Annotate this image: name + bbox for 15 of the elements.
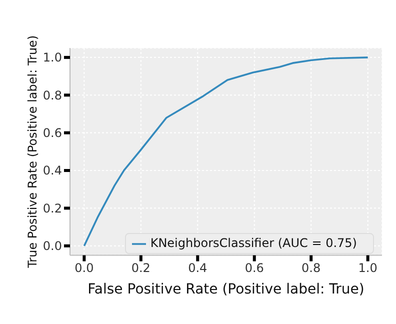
x-tick-label: 1.0: [358, 260, 378, 275]
x-tick-label: 0.8: [302, 260, 321, 275]
y-tick-label: 0.8: [42, 88, 62, 102]
y-tick-label: 0.2: [42, 201, 62, 216]
y-tick-label: 0.4: [42, 164, 62, 178]
y-axis-title: True Positive Rate (Positive label: True): [25, 35, 40, 269]
y-tick-label: 1.0: [42, 50, 62, 65]
legend-label: KNeighborsClassifier (AUC = 0.75): [150, 236, 357, 250]
x-tick-label: 0.2: [131, 260, 150, 275]
y-tick-label: 0.0: [42, 239, 62, 254]
x-axis-title: False Positive Rate (Positive label: True): [88, 281, 364, 298]
y-tick-label: 0.6: [42, 126, 62, 140]
x-tick-label: 0.6: [244, 260, 264, 275]
x-tick-label: 0.0: [74, 260, 94, 275]
x-tick-label: 0.4: [188, 260, 208, 275]
